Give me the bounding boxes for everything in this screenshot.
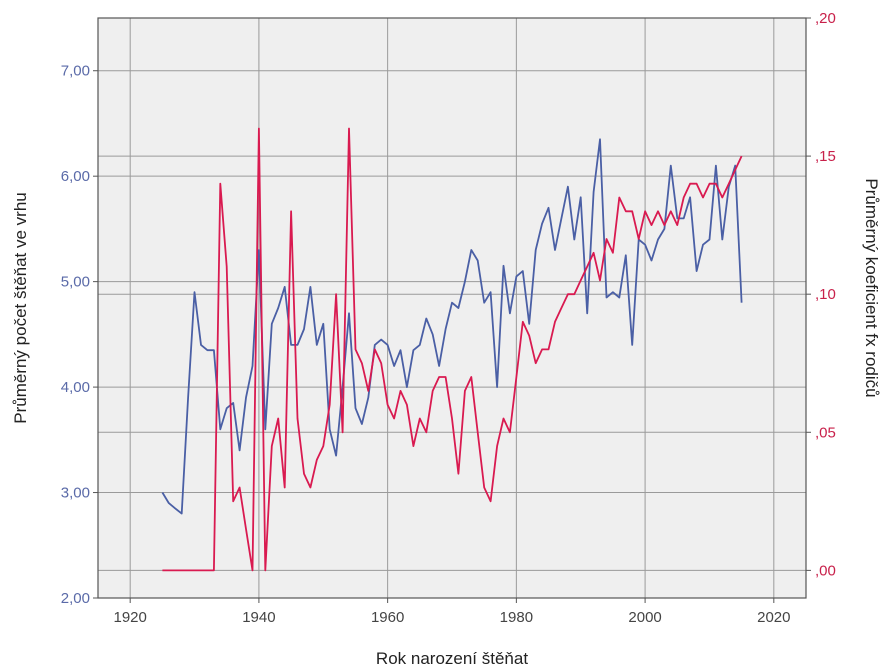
x-tick-label: 2000 [628, 609, 661, 626]
right-tick-label: ,00 [815, 562, 836, 579]
tick-labels: 1920 1940 1960 1980 2000 2020 2,00 3,00 4,00 5,00… [61, 10, 836, 626]
left-tick-label: 4,00 [61, 379, 90, 396]
right-tick-label: ,05 [815, 424, 836, 441]
right-tick-label: ,10 [815, 286, 836, 303]
plot-area [98, 18, 806, 598]
left-tick-label: 7,00 [61, 63, 90, 80]
left-y-axis-title: Průměrný počet štěňat ve vrhu [11, 192, 30, 424]
left-tick-label: 3,00 [61, 485, 90, 502]
fx-coefficient-line [162, 127, 743, 572]
left-tick-label: 6,00 [61, 168, 90, 185]
right-y-axis-title: Průměrný koeficient fx rodičů [862, 178, 881, 397]
right-tick-label: ,15 [815, 148, 836, 165]
x-axis-title: Rok narození štěňat [376, 649, 528, 668]
plot-frame [97, 17, 807, 599]
litter-size-line [161, 138, 743, 515]
x-tick-label: 1980 [500, 609, 533, 626]
x-tick-label: 1960 [371, 609, 404, 626]
x-tick-label: 1920 [113, 609, 146, 626]
left-tick-label: 5,00 [61, 274, 90, 291]
series-layer [161, 127, 743, 572]
left-tick-label: 2,00 [61, 590, 90, 607]
x-tick-label: 1940 [242, 609, 275, 626]
x-tick-label: 2020 [757, 609, 790, 626]
right-tick-label: ,20 [815, 10, 836, 27]
